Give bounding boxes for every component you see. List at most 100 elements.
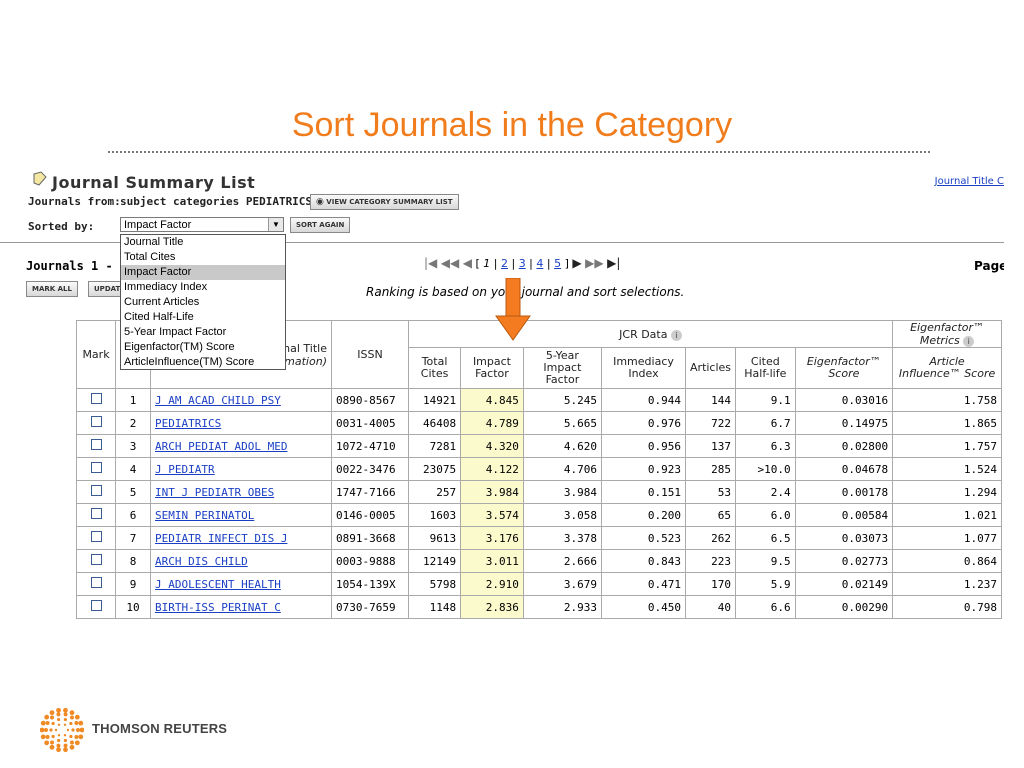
mark-checkbox[interactable] [90,554,102,565]
sort-option[interactable]: Eigenfactor(TM) Score [124,341,235,353]
immediacy-cell: 0.450 [600,595,687,619]
journal-title-link[interactable]: ARCH PEDIAT ADOL MED [155,439,288,453]
logo-dot [57,717,61,722]
journal-summary-screenshot: Journal Summary List Journal Title C Jou… [0,168,1004,648]
logo-dot [69,744,75,750]
journal-title-link[interactable]: PEDIATRICS [155,416,222,430]
col-5yr-impact[interactable]: 5-Year Impact Factor [522,347,602,389]
impact-factor-cell: 3.011 [460,549,524,573]
mark-checkbox[interactable] [90,508,102,519]
sort-option[interactable]: 5-Year Impact Factor [124,326,227,338]
logo-dot [57,723,61,727]
logo-dot [66,728,70,732]
sort-option-selected[interactable]: Impact Factor [121,265,285,280]
prev-icon[interactable]: ◀ [462,256,472,270]
sort-select[interactable]: Impact Factor ▼ [120,217,284,232]
sorted-by-label: Sorted by: [28,220,95,233]
table-row: 4 J PEDIATR 0022-3476 23075 4.122 4.706 0.923 2… [76,457,1002,481]
sort-again-button[interactable]: SORT AGAIN [290,217,351,233]
rank-cell: 6 [115,503,151,527]
logo-dot [63,717,67,722]
journal-title-link[interactable]: J AM ACAD CHILD PSY [155,393,281,407]
sort-option[interactable]: Journal Title [124,236,184,248]
issn-cell: 0146-0005 [331,503,409,527]
logo-dot [57,738,61,743]
immediacy-cell: 0.944 [600,388,687,412]
sort-option[interactable]: Current Articles [124,296,200,308]
mark-checkbox [76,595,116,619]
journal-title-link[interactable]: J ADOLESCENT HEALTH [155,577,281,591]
issn-cell: 0891-3668 [331,526,409,550]
logo-dot [79,727,84,733]
issn-cell: 1072-4710 [331,434,409,458]
table-row: 7 PEDIATR INFECT DIS J 0891-3668 9613 3.176 3… [76,526,1002,550]
journal-title-link[interactable]: ARCH DIS CHILD [155,554,248,568]
mark-checkbox[interactable] [90,393,102,404]
journal-title-link[interactable]: BIRTH-ISS PERINAT C [155,600,281,614]
total-cites-cell: 1148 [407,595,462,619]
journals-from-value: subject categories PEDIATRICS [120,195,313,208]
last-page-icon[interactable]: ▶| [607,256,621,270]
rank-cell: 5 [115,480,151,504]
mark-checkbox[interactable] [90,416,102,427]
sort-dropdown-menu[interactable]: Journal Title Total Cites Impact Factor … [120,234,286,370]
mark-checkbox[interactable] [90,462,102,473]
col-half-life[interactable]: Cited Half-life [735,347,796,389]
chevron-down-icon[interactable]: ▼ [268,218,283,231]
journal-title-link[interactable]: Journal Title C [934,176,1004,187]
col-article-influence[interactable]: Article Influence™ Score [892,347,1002,389]
total-cites-cell: 9613 [407,526,462,550]
articles-cell: 40 [685,595,737,619]
col-immediacy[interactable]: Immediacy Index [600,347,687,389]
fast-forward-icon[interactable]: ▶▶ [585,256,604,270]
mark-checkbox [76,434,116,458]
sort-option[interactable]: Immediacy Index [124,281,208,293]
prev-page-icon[interactable]: ◀◀ [440,256,460,270]
rank-cell: 4 [115,457,151,481]
divider [0,242,1004,243]
info-icon[interactable]: i [963,336,975,347]
page-link[interactable]: 4 [536,257,544,270]
col-eigenfactor[interactable]: Eigenfactor™ Score [794,347,894,389]
mark-checkbox[interactable] [90,600,102,611]
page-link[interactable]: 5 [554,257,562,270]
total-cites-cell: 1603 [407,503,462,527]
next-page-icon[interactable]: ▶ [572,256,582,270]
logo-dot [78,720,84,726]
mark-checkbox[interactable] [90,577,102,588]
col-total-cites[interactable]: Total Cites [407,347,462,389]
impact-factor-cell: 3.574 [460,503,524,527]
mark-all-button[interactable]: MARK ALL [26,281,78,297]
rank-cell: 1 [115,388,151,412]
sort-option[interactable]: ArticleInfluence(TM) Score [124,356,255,368]
col-articles[interactable]: Articles [685,347,737,389]
page-link[interactable]: 2 [500,257,508,270]
total-cites-cell: 23075 [407,457,462,481]
view-category-summary-button[interactable]: ◉ VIEW CATEGORY SUMMARY LIST [310,194,459,210]
info-icon[interactable]: i [670,329,682,341]
journal-title-link[interactable]: INT J PEDIATR OBES [155,485,275,499]
table-row: 6 SEMIN PERINATOL 0146-0005 1603 3.574 3.058 0… [76,503,1002,527]
mark-checkbox[interactable] [90,531,102,542]
mark-checkbox[interactable] [90,439,102,450]
col-impact-factor[interactable]: Impact Factor [460,347,524,389]
title-cell: J ADOLESCENT HEALTH [150,572,332,596]
logo-dot [40,734,46,740]
logo-dot [63,712,68,717]
article-influence-cell: 1.077 [892,526,1002,550]
sort-option[interactable]: Total Cites [124,251,176,263]
page-link[interactable]: 3 [518,257,526,270]
table-row: 10 BIRTH-ISS PERINAT C 0730-7659 1148 2.836 2… [76,595,1002,619]
journal-title-link[interactable]: SEMIN PERINATOL [155,508,255,522]
logo-dot [45,721,50,726]
journal-title-link[interactable]: J PEDIATR [155,462,215,476]
articles-cell: 285 [685,457,737,481]
mark-checkbox[interactable] [90,485,102,496]
sort-option[interactable]: Cited Half-Life [124,311,194,323]
journal-title-link[interactable]: PEDIATR INFECT DIS J [155,531,288,545]
first-page-icon[interactable]: |◀ [424,256,438,270]
five-year-impact-cell: 5.245 [522,388,602,412]
article-influence-cell: 1.524 [892,457,1002,481]
total-cites-cell: 257 [407,480,462,504]
mark-checkbox [76,549,116,573]
